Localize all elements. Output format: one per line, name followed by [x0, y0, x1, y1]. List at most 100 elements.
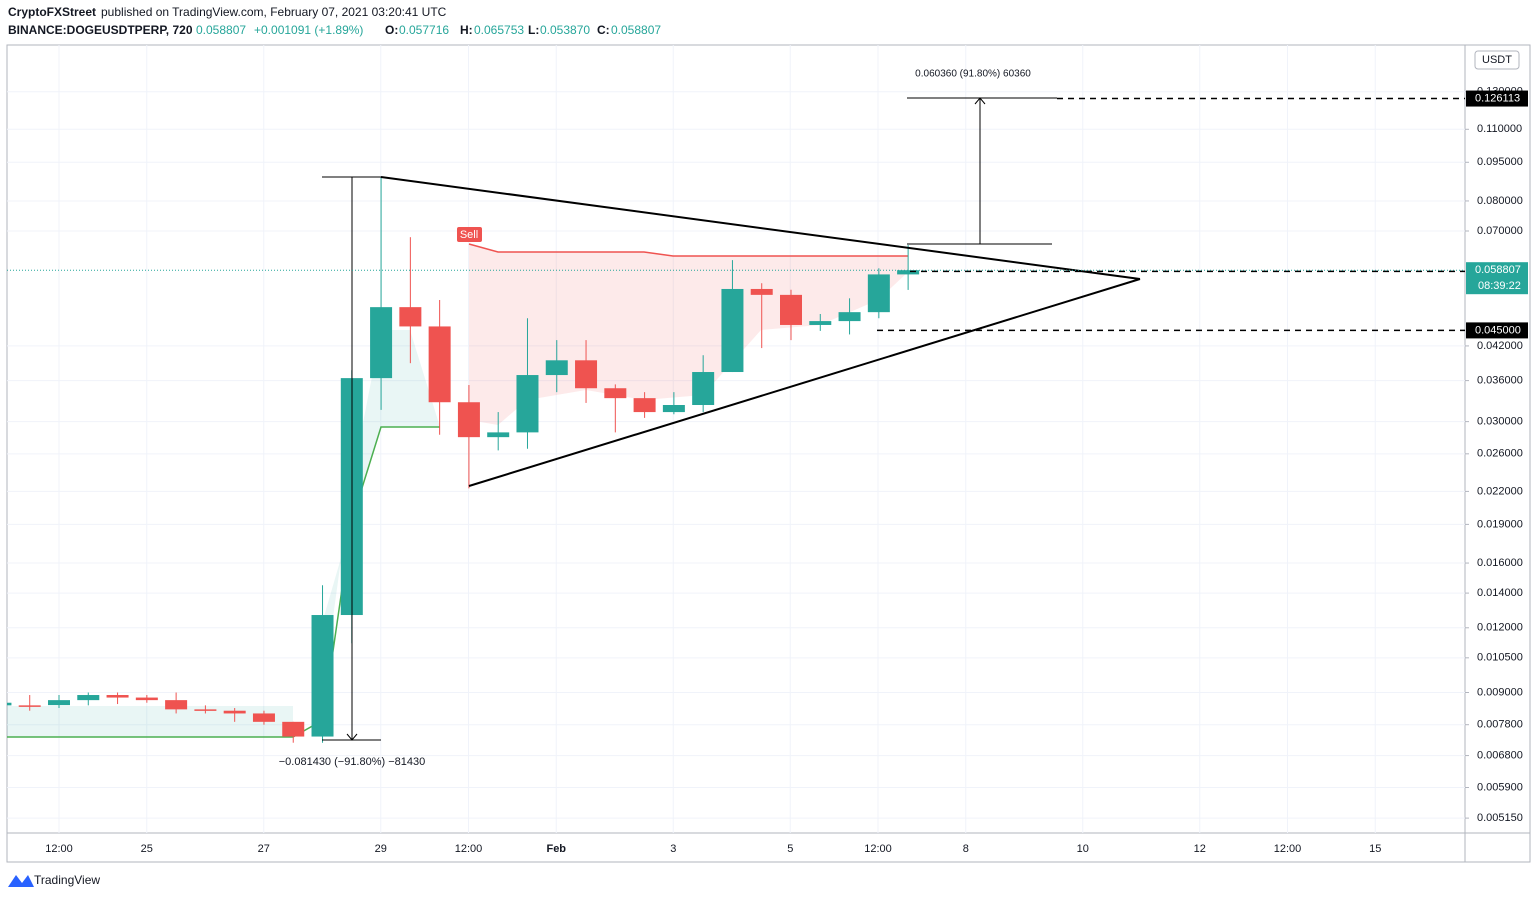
y-tick-label: 0.080000 — [1477, 195, 1523, 207]
candles — [7, 177, 920, 743]
candle-body — [7, 702, 12, 706]
level-label: 0.126113 — [1475, 92, 1520, 104]
level-badge — [1466, 322, 1528, 339]
x-tick-label: 25 — [141, 843, 153, 855]
y-tick-label: 0.016000 — [1477, 557, 1523, 569]
x-tick-label: 12:00 — [864, 843, 892, 855]
candle-body — [282, 721, 305, 737]
candle-body — [194, 709, 217, 711]
published: published on TradingView.com, February 0… — [101, 5, 447, 19]
last-price-label: 0.058807 — [1475, 264, 1521, 276]
x-tick-label: 5 — [787, 843, 793, 855]
level-badge — [1466, 90, 1528, 107]
l-label: L: — [528, 23, 539, 37]
levels — [7, 97, 1465, 332]
y-tick-label: 0.036000 — [1477, 375, 1523, 387]
candle-body — [721, 288, 744, 373]
measure-down-label: −0.081430 (−91.80%) −81430 — [279, 756, 426, 768]
change: +0.001091 (+1.89%) — [254, 23, 363, 37]
y-tick-label: 0.010500 — [1477, 652, 1523, 664]
candle-body — [311, 615, 334, 737]
x-tick-label: 10 — [1077, 843, 1089, 855]
candle-body — [399, 307, 422, 327]
o-label: O: — [385, 23, 398, 37]
c-label: C: — [597, 23, 610, 37]
y-tick-label: 0.019000 — [1477, 518, 1523, 530]
y-tick-label: 0.110000 — [1477, 123, 1522, 135]
measure-up-label: 0.060360 (91.80%) 60360 — [915, 69, 1031, 80]
candle-body — [780, 294, 802, 325]
x-tick-label: 12:00 — [1274, 843, 1302, 855]
candle-body — [545, 360, 568, 376]
candle-body — [809, 321, 832, 325]
y-tick-label: 0.022000 — [1477, 485, 1523, 497]
grid — [7, 45, 1465, 833]
candle-body — [48, 700, 70, 706]
x-tick-label: 12:00 — [455, 843, 483, 855]
trendline-upper — [380, 176, 1141, 280]
candle-body — [18, 705, 41, 707]
candle-body — [604, 388, 627, 399]
measure-arrow — [346, 733, 358, 741]
candle-body — [838, 312, 861, 322]
y-tick-label: 0.007800 — [1477, 719, 1523, 731]
candle-body — [77, 695, 100, 701]
candle-body — [897, 270, 920, 275]
open-value: 0.057716 — [399, 23, 449, 37]
price-axis: 0.1300000.1100000.0950000.0800000.070000… — [1465, 86, 1528, 824]
candle-body — [135, 697, 158, 701]
candle-body — [633, 398, 656, 413]
time-axis: 12:00 25 27 29 12:00 Feb 3 5 12:00 8 10 12 12:00 15 — [45, 843, 1381, 855]
last: 0.058807 — [196, 23, 246, 37]
indicator-line-up — [7, 426, 440, 738]
candle-body — [223, 710, 246, 714]
candle-body — [252, 713, 275, 722]
symbol-line: BINANCE:DOGEUSDTPERP, 720 0.058807 +0.00… — [8, 23, 661, 37]
candle-body — [867, 274, 890, 313]
currency: USDT — [1482, 54, 1512, 66]
candle-body — [457, 402, 480, 438]
plot — [7, 97, 1465, 743]
x-tick-label: 12 — [1194, 843, 1206, 855]
currency-badge — [1474, 50, 1520, 70]
y-tick-label: 0.042000 — [1477, 340, 1523, 352]
h-label: H: — [460, 23, 473, 37]
y-tick-label: 0.070000 — [1477, 225, 1523, 237]
y-tick-label: 0.009000 — [1477, 686, 1523, 698]
candle-body — [750, 288, 773, 295]
publisher: CryptoFXStreet — [8, 5, 96, 19]
y-tick-label: 0.005150 — [1477, 812, 1523, 824]
candle-body — [692, 372, 715, 406]
brand-logo — [8, 875, 34, 887]
x-tick-label: 29 — [375, 843, 387, 855]
brand: TradingView — [34, 873, 100, 887]
x-tick-label: 3 — [670, 843, 676, 855]
candle-body — [662, 405, 685, 413]
level-label: 0.045000 — [1475, 324, 1521, 336]
y-tick-label: 0.012000 — [1477, 622, 1523, 634]
candle-body — [428, 326, 451, 403]
indicator-line-down — [468, 243, 908, 257]
x-tick-label: 12:00 — [45, 843, 73, 855]
candle-body — [487, 432, 510, 438]
low-value: 0.053870 — [540, 23, 590, 37]
x-tick-label: 15 — [1369, 843, 1381, 855]
close-value: 0.058807 — [611, 23, 661, 37]
y-tick-label: 0.005900 — [1477, 781, 1523, 793]
symbol: BINANCE:DOGEUSDTPERP, 720 — [8, 23, 193, 37]
candle-body — [106, 695, 129, 698]
high-value: 0.065753 — [474, 23, 524, 37]
countdown: 08:39:22 — [1478, 280, 1521, 292]
y-tick-label: 0.006800 — [1477, 749, 1523, 761]
x-tick-label: 27 — [258, 843, 270, 855]
last-price-badge — [1466, 262, 1528, 295]
signal-label: Sell — [460, 229, 478, 241]
y-tick-label: 0.095000 — [1477, 156, 1523, 168]
y-tick-label: 0.030000 — [1477, 416, 1523, 428]
candle-body — [575, 360, 598, 389]
x-tick-label: 8 — [963, 843, 969, 855]
y-tick-label: 0.026000 — [1477, 448, 1523, 460]
candle-body — [370, 307, 393, 379]
